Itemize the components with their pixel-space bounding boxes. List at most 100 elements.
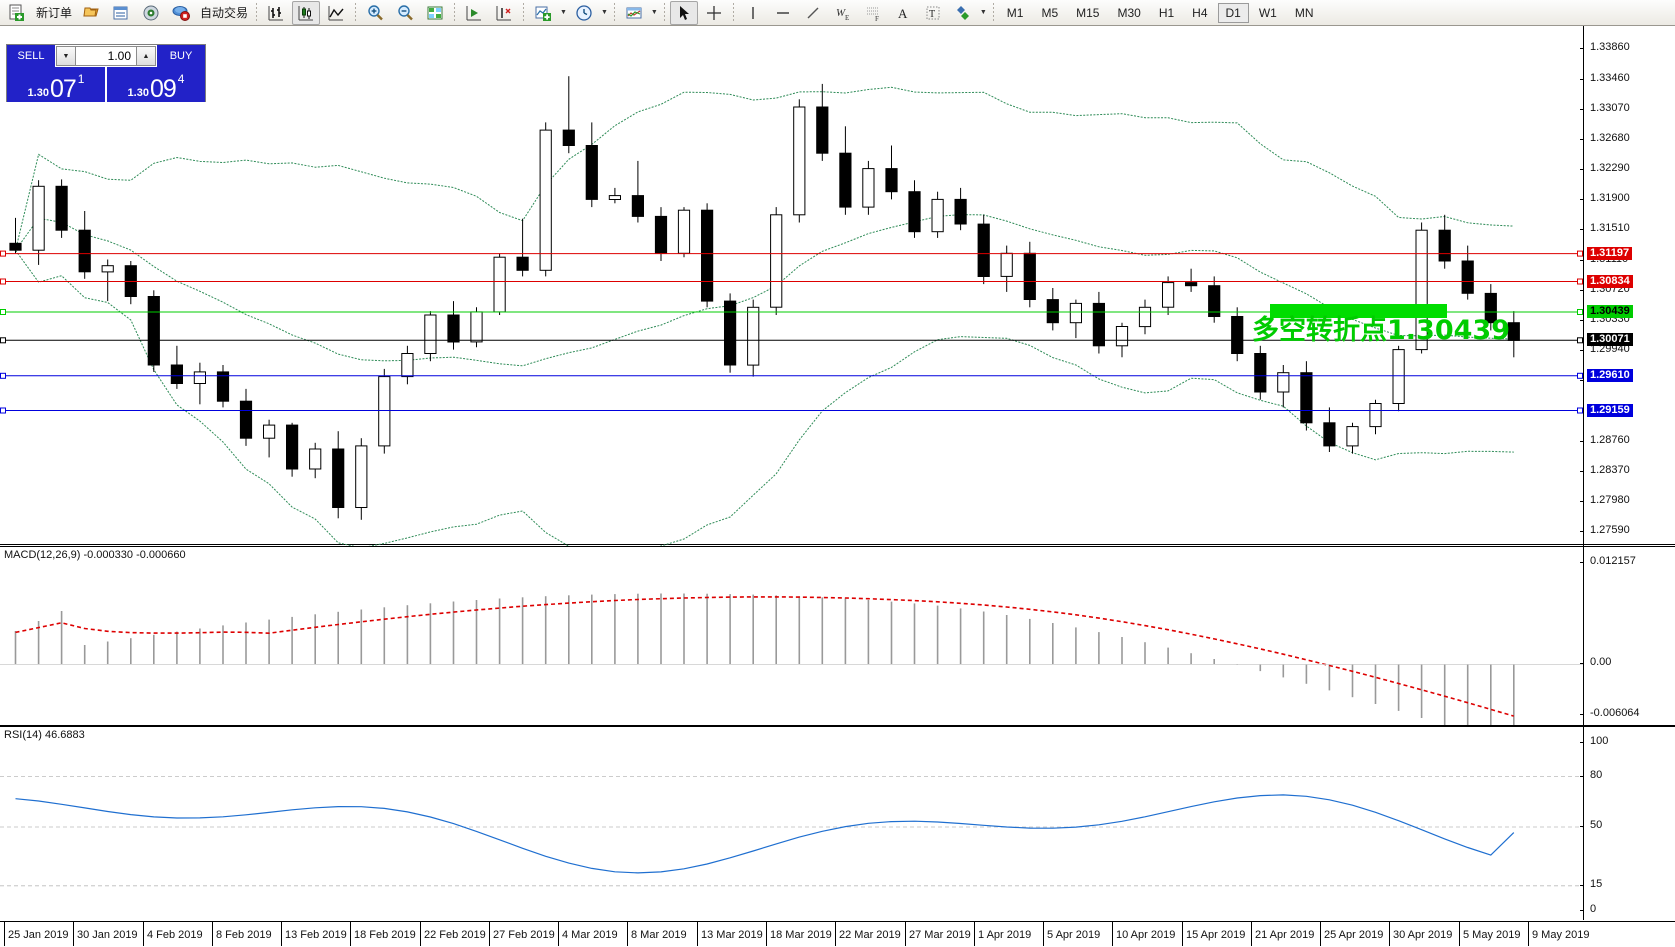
- periods-dropdown-icon[interactable]: ▼: [600, 9, 608, 16]
- toolbar-separator: [613, 2, 615, 23]
- timeframe-m1[interactable]: M1: [1006, 5, 1024, 20]
- date-tick-label: 5 Apr 2019: [1047, 929, 1101, 941]
- cursor-icon[interactable]: [669, 0, 698, 25]
- timeframe-m30[interactable]: M30: [1117, 5, 1141, 20]
- svg-text:T: T: [929, 9, 935, 20]
- price-tick-mark: [1580, 531, 1584, 533]
- price-pane[interactable]: [0, 28, 1675, 548]
- date-tick-separator: [143, 922, 144, 946]
- vertical-line-icon[interactable]: [739, 1, 767, 25]
- price-chart-svg: [0, 76, 1583, 548]
- timeframe-h4[interactable]: H4: [1192, 5, 1208, 20]
- volume-value[interactable]: 1.00: [76, 46, 136, 66]
- buy-button[interactable]: BUY: [157, 45, 205, 67]
- horizontal-line-icon[interactable]: [769, 1, 797, 25]
- timeframe-w1[interactable]: W1: [1258, 5, 1277, 20]
- timeframe-m15[interactable]: M15: [1076, 5, 1100, 20]
- price-tick-label: 1.27590: [1590, 524, 1630, 537]
- volume-stepper[interactable]: ▼ 1.00 ▲: [56, 46, 156, 66]
- templates-dropdown-icon[interactable]: ▼: [650, 9, 658, 16]
- line-chart-icon[interactable]: [322, 1, 350, 25]
- rsi-tick-label: 100: [1590, 735, 1609, 747]
- price-level-tag[interactable]: 1.30834: [1587, 274, 1633, 288]
- timeframe-group: M1 M5 M15 M30 H1 H4 D1 W1 MN: [998, 2, 1323, 23]
- price-level-tag[interactable]: 1.31197: [1587, 246, 1633, 260]
- one-click-trading-panel[interactable]: SELL ▼ 1.00 ▲ BUY 1.30 07 1 1.30 09 4: [6, 44, 206, 102]
- price-tick-label: 1.33460: [1590, 72, 1630, 85]
- chart-annotation[interactable]: 多空转折点1.30439: [1252, 314, 1510, 346]
- sell-price-big: 07: [49, 75, 77, 103]
- price-scale[interactable]: 1.33860 1.33460 1.33070 1.32680 1.32290 1.319…: [0, 26, 1675, 947]
- shapes-dropdown-icon[interactable]: ▼: [979, 9, 987, 16]
- rsi-tick-label: 50: [1590, 819, 1603, 831]
- svg-text:A: A: [898, 6, 908, 21]
- timeframe-d1[interactable]: D1: [1217, 2, 1249, 23]
- chart-shift-icon[interactable]: [490, 1, 518, 25]
- timeframe-h1[interactable]: H1: [1158, 5, 1175, 20]
- price-tick-label: 1.33070: [1590, 102, 1630, 115]
- autotrading-label[interactable]: 自动交易: [200, 6, 249, 20]
- trendline-icon[interactable]: [799, 1, 827, 25]
- folder-icon[interactable]: [77, 1, 105, 25]
- text-label-icon[interactable]: T: [919, 1, 947, 25]
- chart-area[interactable]: MACD(12,26,9) -0.000330 -0.000660 RSI(14…: [0, 26, 1675, 947]
- chevron-down-icon[interactable]: ▼: [56, 46, 76, 66]
- buy-price-button[interactable]: 1.30 09 4: [105, 67, 205, 102]
- date-tick-separator: [1182, 922, 1183, 946]
- svg-text:E: E: [845, 14, 849, 22]
- timeframe-mn[interactable]: MN: [1294, 5, 1314, 20]
- candlestick-chart-icon[interactable]: [292, 0, 321, 25]
- indicators-dropdown-icon[interactable]: ▼: [560, 9, 567, 16]
- indicators-icon[interactable]: [529, 1, 557, 25]
- date-tick-separator: [905, 922, 906, 946]
- price-level-tag[interactable]: 1.30439: [1587, 304, 1633, 318]
- price-tick-mark: [1580, 471, 1584, 473]
- autotrading-icon[interactable]: [167, 1, 195, 25]
- zoom-in-icon[interactable]: [361, 1, 389, 25]
- crosshair-icon[interactable]: [700, 1, 728, 25]
- zoom-out-icon[interactable]: [391, 1, 419, 25]
- price-level-tag[interactable]: 1.29159: [1587, 403, 1633, 417]
- price-tick-mark: [1580, 260, 1584, 262]
- price-tick-label: 1.32290: [1590, 162, 1630, 175]
- price-tick-label: 1.33860: [1590, 41, 1630, 54]
- macd-tick-label: -0.006064: [1590, 707, 1640, 719]
- rsi-tick-label: 0: [1590, 903, 1597, 915]
- price-tick-mark: [1580, 79, 1584, 81]
- templates-icon[interactable]: [620, 1, 648, 25]
- periods-icon[interactable]: [570, 1, 598, 25]
- main-toolbar: 新订单 自动交易: [0, 0, 1675, 26]
- bar-chart-icon[interactable]: [262, 1, 290, 25]
- svg-text:F: F: [875, 15, 879, 22]
- data-window-icon[interactable]: [107, 1, 135, 25]
- date-tick-label: 30 Apr 2019: [1393, 929, 1453, 941]
- sell-button[interactable]: SELL: [7, 45, 55, 67]
- navigator-icon[interactable]: [137, 1, 165, 25]
- date-tick-label: 1 Apr 2019: [978, 929, 1032, 941]
- chevron-up-icon[interactable]: ▲: [136, 46, 156, 66]
- sell-price-prefix: 1.30: [27, 87, 49, 99]
- date-tick-separator: [697, 922, 698, 946]
- price-tick-mark: [1580, 199, 1584, 201]
- sell-price-button[interactable]: 1.30 07 1: [7, 67, 105, 102]
- date-tick-label: 4 Mar 2019: [562, 929, 618, 941]
- new-order-icon[interactable]: [3, 1, 31, 25]
- chart-grid-icon[interactable]: [421, 1, 449, 25]
- elliott-wave-icon[interactable]: W E: [829, 1, 857, 25]
- fibonacci-icon[interactable]: F: [859, 1, 887, 25]
- text-icon[interactable]: A: [889, 1, 917, 25]
- price-level-tag[interactable]: 1.30071: [1587, 333, 1633, 347]
- date-tick-separator: [4, 922, 5, 946]
- date-tick-separator: [420, 922, 421, 946]
- date-tick-separator: [212, 922, 213, 946]
- macd-label: MACD(12,26,9) -0.000330 -0.000660: [4, 549, 186, 561]
- auto-scroll-icon[interactable]: [460, 1, 488, 25]
- new-order-label[interactable]: 新订单: [36, 6, 73, 20]
- price-axis-line: [1583, 26, 1584, 920]
- macd-pane[interactable]: MACD(12,26,9) -0.000330 -0.000660: [0, 546, 1675, 726]
- price-level-tag[interactable]: 1.29610: [1587, 368, 1633, 382]
- rsi-pane[interactable]: RSI(14) 46.6883: [0, 726, 1675, 922]
- shapes-icon[interactable]: [949, 1, 977, 25]
- timeframe-m5[interactable]: M5: [1041, 5, 1059, 20]
- price-tick-mark: [1580, 441, 1584, 443]
